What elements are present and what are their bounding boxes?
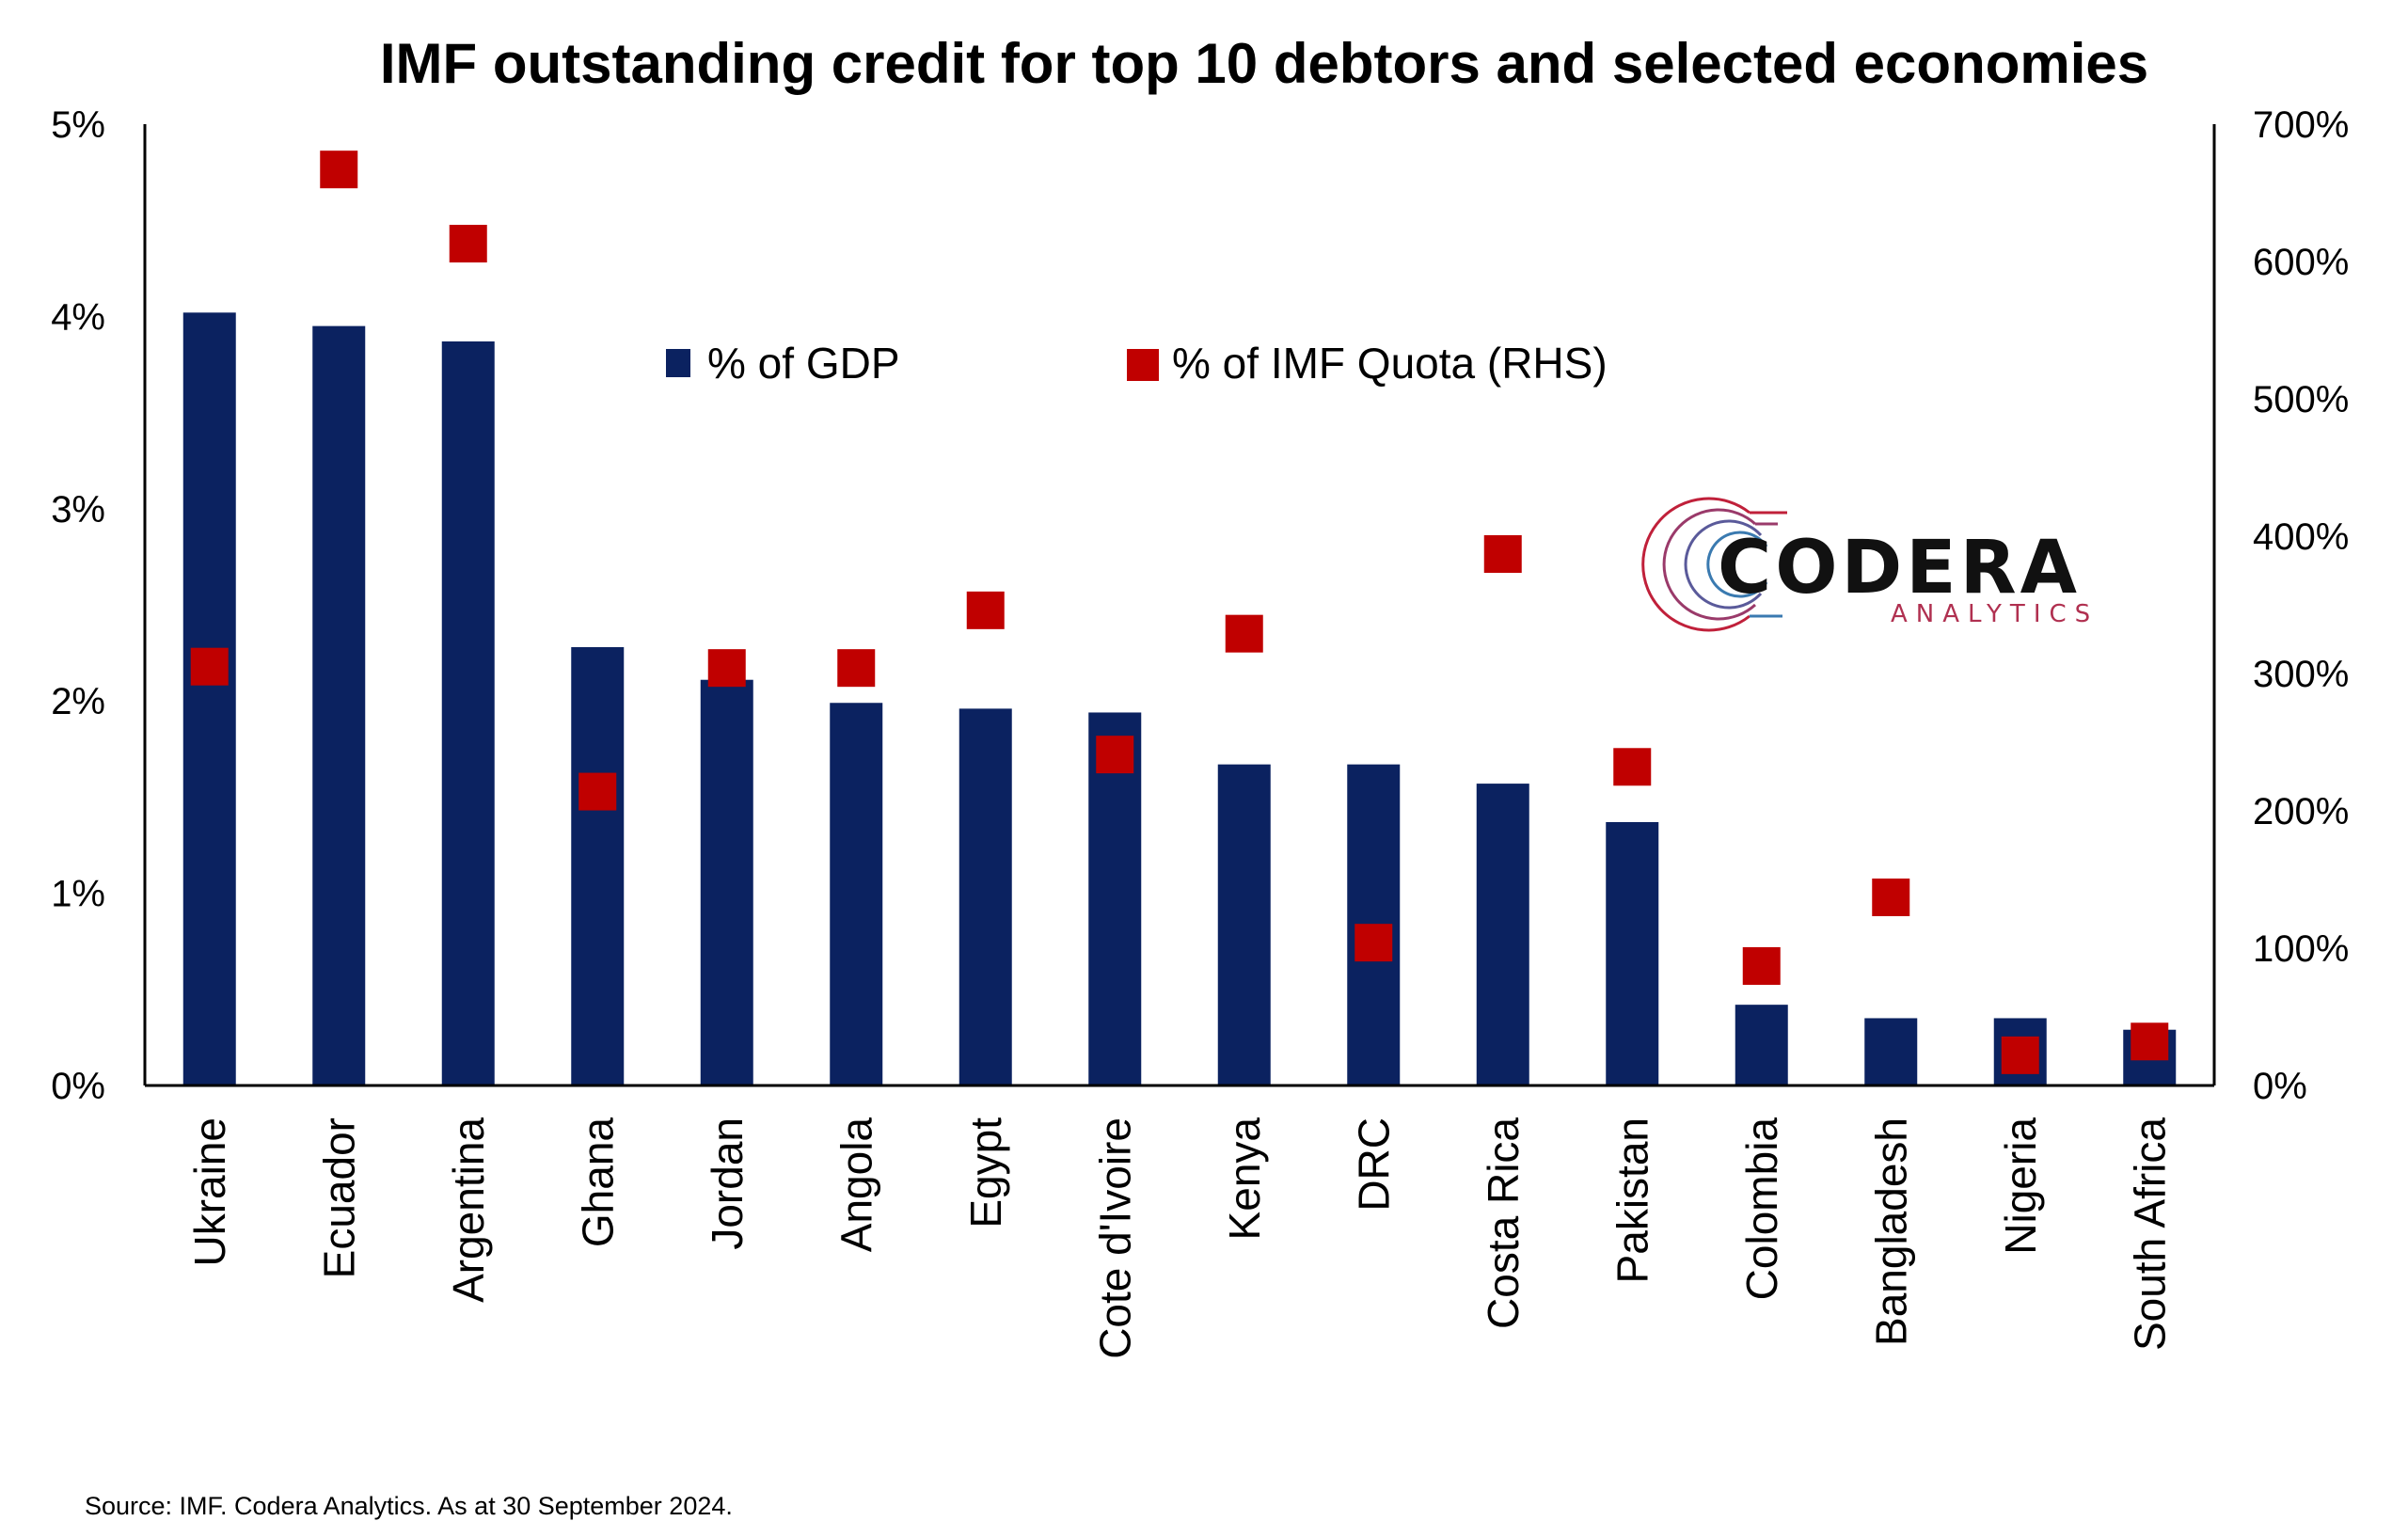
category-label-4: Jordan xyxy=(703,1117,752,1250)
bar-3 xyxy=(571,646,625,1085)
bar-12 xyxy=(1735,1005,1788,1085)
marker-6 xyxy=(966,591,1005,629)
category-label-9: DRC xyxy=(1349,1117,1398,1212)
bar-10 xyxy=(1476,784,1529,1085)
marker-14 xyxy=(2001,1036,2039,1074)
logo-swirl-icon xyxy=(1641,497,1787,632)
logo-subtitle: ANALYTICS xyxy=(1891,600,2099,628)
logo-wordmark: CODERA xyxy=(1718,526,2081,610)
category-label-12: Colombia xyxy=(1737,1117,1786,1301)
bar-7 xyxy=(1088,712,1142,1085)
right-tick-label-6: 600% xyxy=(2253,242,2349,283)
category-labels: Ukraine Ecuador Argentina Ghana Jordan Angola… xyxy=(185,1117,2175,1359)
bar-series-gdp xyxy=(182,312,2177,1085)
marker-3 xyxy=(578,772,617,811)
bar-5 xyxy=(830,703,883,1085)
legend-swatch-quota xyxy=(1127,349,1159,381)
category-label-6: Egypt xyxy=(961,1117,1010,1228)
marker-7 xyxy=(1096,736,1134,774)
marker-8 xyxy=(1225,614,1263,653)
marker-11 xyxy=(1613,748,1652,786)
category-label-11: Pakistan xyxy=(1608,1117,1656,1283)
marker-9 xyxy=(1354,924,1393,962)
category-label-1: Ecuador xyxy=(314,1117,363,1278)
category-label-7: Cote d'Ivoire xyxy=(1090,1117,1139,1359)
left-tick-label-2: 2% xyxy=(51,681,105,722)
marker-13 xyxy=(1872,878,1910,916)
marker-series-quota xyxy=(190,151,2169,1074)
bar-2 xyxy=(441,341,495,1085)
left-tick-label-0: 0% xyxy=(51,1066,105,1107)
bar-0 xyxy=(182,312,236,1085)
right-tick-label-7: 700% xyxy=(2253,104,2349,146)
bar-8 xyxy=(1217,764,1271,1085)
marker-4 xyxy=(707,649,746,688)
right-tick-label-1: 100% xyxy=(2253,928,2349,970)
category-label-5: Angola xyxy=(832,1117,880,1253)
right-tick-label-4: 400% xyxy=(2253,516,2349,558)
category-label-8: Kenya xyxy=(1220,1117,1269,1241)
left-tick-label-5: 5% xyxy=(51,104,105,146)
marker-12 xyxy=(1742,946,1781,985)
legend-swatch-gdp xyxy=(666,349,690,377)
legend-label-quota: % of IMF Quota (RHS) xyxy=(1172,339,1608,388)
bar-11 xyxy=(1606,821,1659,1085)
bar-4 xyxy=(700,679,753,1085)
marker-1 xyxy=(320,151,358,189)
right-tick-label-2: 200% xyxy=(2253,791,2349,832)
marker-5 xyxy=(837,649,876,688)
category-label-2: Argentina xyxy=(444,1117,493,1303)
marker-15 xyxy=(2131,1022,2169,1061)
left-axis-ticks: 0% 1% 2% 3% 4% 5% xyxy=(51,104,105,1107)
right-tick-label-5: 500% xyxy=(2253,379,2349,420)
bar-1 xyxy=(312,325,366,1085)
legend: % of GDP % of IMF Quota (RHS) xyxy=(666,339,1608,388)
category-label-0: Ukraine xyxy=(185,1117,234,1267)
bar-13 xyxy=(1864,1018,1918,1085)
right-tick-label-3: 300% xyxy=(2253,654,2349,695)
legend-label-gdp: % of GDP xyxy=(707,339,900,388)
right-tick-label-0: 0% xyxy=(2253,1066,2307,1107)
codera-logo: CODERA ANALYTICS xyxy=(1641,497,2099,632)
source-note: Source: IMF. Codera Analytics. As at 30 … xyxy=(85,1492,733,1520)
left-tick-label-4: 4% xyxy=(51,296,105,338)
category-label-3: Ghana xyxy=(573,1117,622,1248)
chart-title: IMF outstanding credit for top 10 debtor… xyxy=(380,32,2148,95)
marker-0 xyxy=(190,647,229,686)
marker-10 xyxy=(1483,534,1522,573)
category-label-15: South Africa xyxy=(2125,1117,2174,1351)
category-label-10: Costa Rica xyxy=(1479,1117,1528,1329)
left-tick-label-3: 3% xyxy=(51,489,105,531)
bar-6 xyxy=(958,708,1012,1085)
category-label-14: Nigeria xyxy=(1996,1117,2045,1255)
marker-2 xyxy=(449,225,487,263)
category-label-13: Bangladesh xyxy=(1866,1117,1915,1346)
right-axis-ticks: 0% 100% 200% 300% 400% 500% 600% 700% xyxy=(2253,104,2349,1107)
left-tick-label-1: 1% xyxy=(51,874,105,915)
